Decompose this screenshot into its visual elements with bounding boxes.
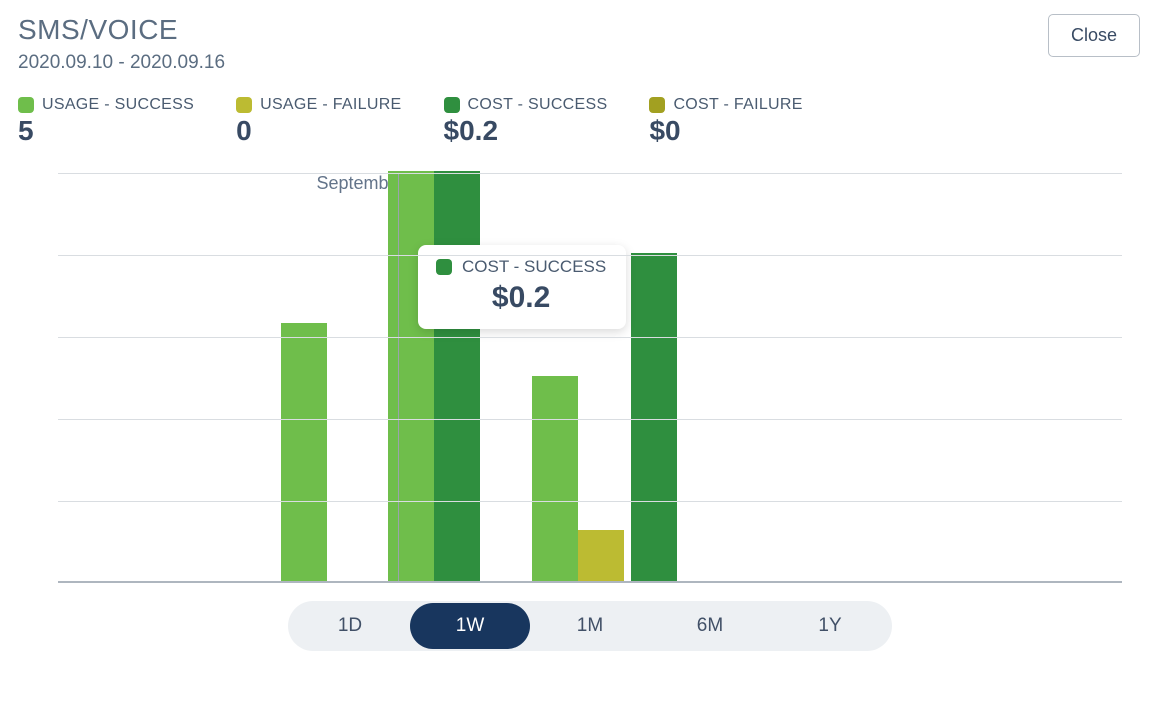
chart-gridline <box>58 419 1122 420</box>
chart-gridline <box>58 501 1122 502</box>
legend: USAGE - SUCCESS 5 USAGE - FAILURE 0 COST - S… <box>18 96 1140 147</box>
range-selector: 1D1W1M6M1Y <box>58 601 1122 651</box>
bar-sep14-cost-success[interactable] <box>434 171 480 581</box>
legend-label: USAGE - FAILURE <box>260 96 401 114</box>
range-option-1m[interactable]: 1M <box>530 603 650 649</box>
range-option-1w[interactable]: 1W <box>410 603 530 649</box>
legend-item-usage_failure: USAGE - FAILURE 0 <box>236 96 401 147</box>
tooltip-value: $0.2 <box>436 281 606 315</box>
chart-plot: COST - SUCCESS $0.2 <box>58 173 1122 583</box>
chart-highlight-line <box>398 173 399 581</box>
tooltip-label: COST - SUCCESS <box>462 257 606 277</box>
chart-gridline <box>58 255 1122 256</box>
bar-sep13-usage-success[interactable] <box>281 323 327 581</box>
legend-value: 5 <box>18 116 194 147</box>
bar-sep15-usage-success[interactable] <box>532 376 578 581</box>
range-option-1d[interactable]: 1D <box>290 603 410 649</box>
chart-gridline <box>58 337 1122 338</box>
tooltip-swatch <box>436 259 452 275</box>
chart-area: September 14, 2020 COST - SUCCESS $0.2 <box>58 173 1122 583</box>
legend-label: USAGE - SUCCESS <box>42 96 194 114</box>
bar-sep15-cost-success[interactable] <box>631 253 677 581</box>
legend-value: $0.2 <box>444 116 608 147</box>
legend-swatch <box>18 97 34 113</box>
legend-item-usage_success: USAGE - SUCCESS 5 <box>18 96 194 147</box>
legend-value: $0 <box>649 116 802 147</box>
legend-item-cost_failure: COST - FAILURE $0 <box>649 96 802 147</box>
chart-tooltip: COST - SUCCESS $0.2 <box>418 245 626 329</box>
bar-sep15-usage-failure[interactable] <box>578 530 624 581</box>
legend-value: 0 <box>236 116 401 147</box>
chart-gridline <box>58 173 1122 174</box>
range-option-1y[interactable]: 1Y <box>770 603 890 649</box>
date-range: 2020.09.10 - 2020.09.16 <box>18 52 225 74</box>
legend-swatch <box>236 97 252 113</box>
close-button[interactable]: Close <box>1048 14 1140 57</box>
page-title: SMS/VOICE <box>18 14 225 46</box>
legend-label: COST - FAILURE <box>673 96 802 114</box>
bar-sep14-usage-success[interactable] <box>388 171 434 581</box>
range-option-6m[interactable]: 6M <box>650 603 770 649</box>
legend-swatch <box>649 97 665 113</box>
legend-item-cost_success: COST - SUCCESS $0.2 <box>444 96 608 147</box>
legend-swatch <box>444 97 460 113</box>
legend-label: COST - SUCCESS <box>468 96 608 114</box>
